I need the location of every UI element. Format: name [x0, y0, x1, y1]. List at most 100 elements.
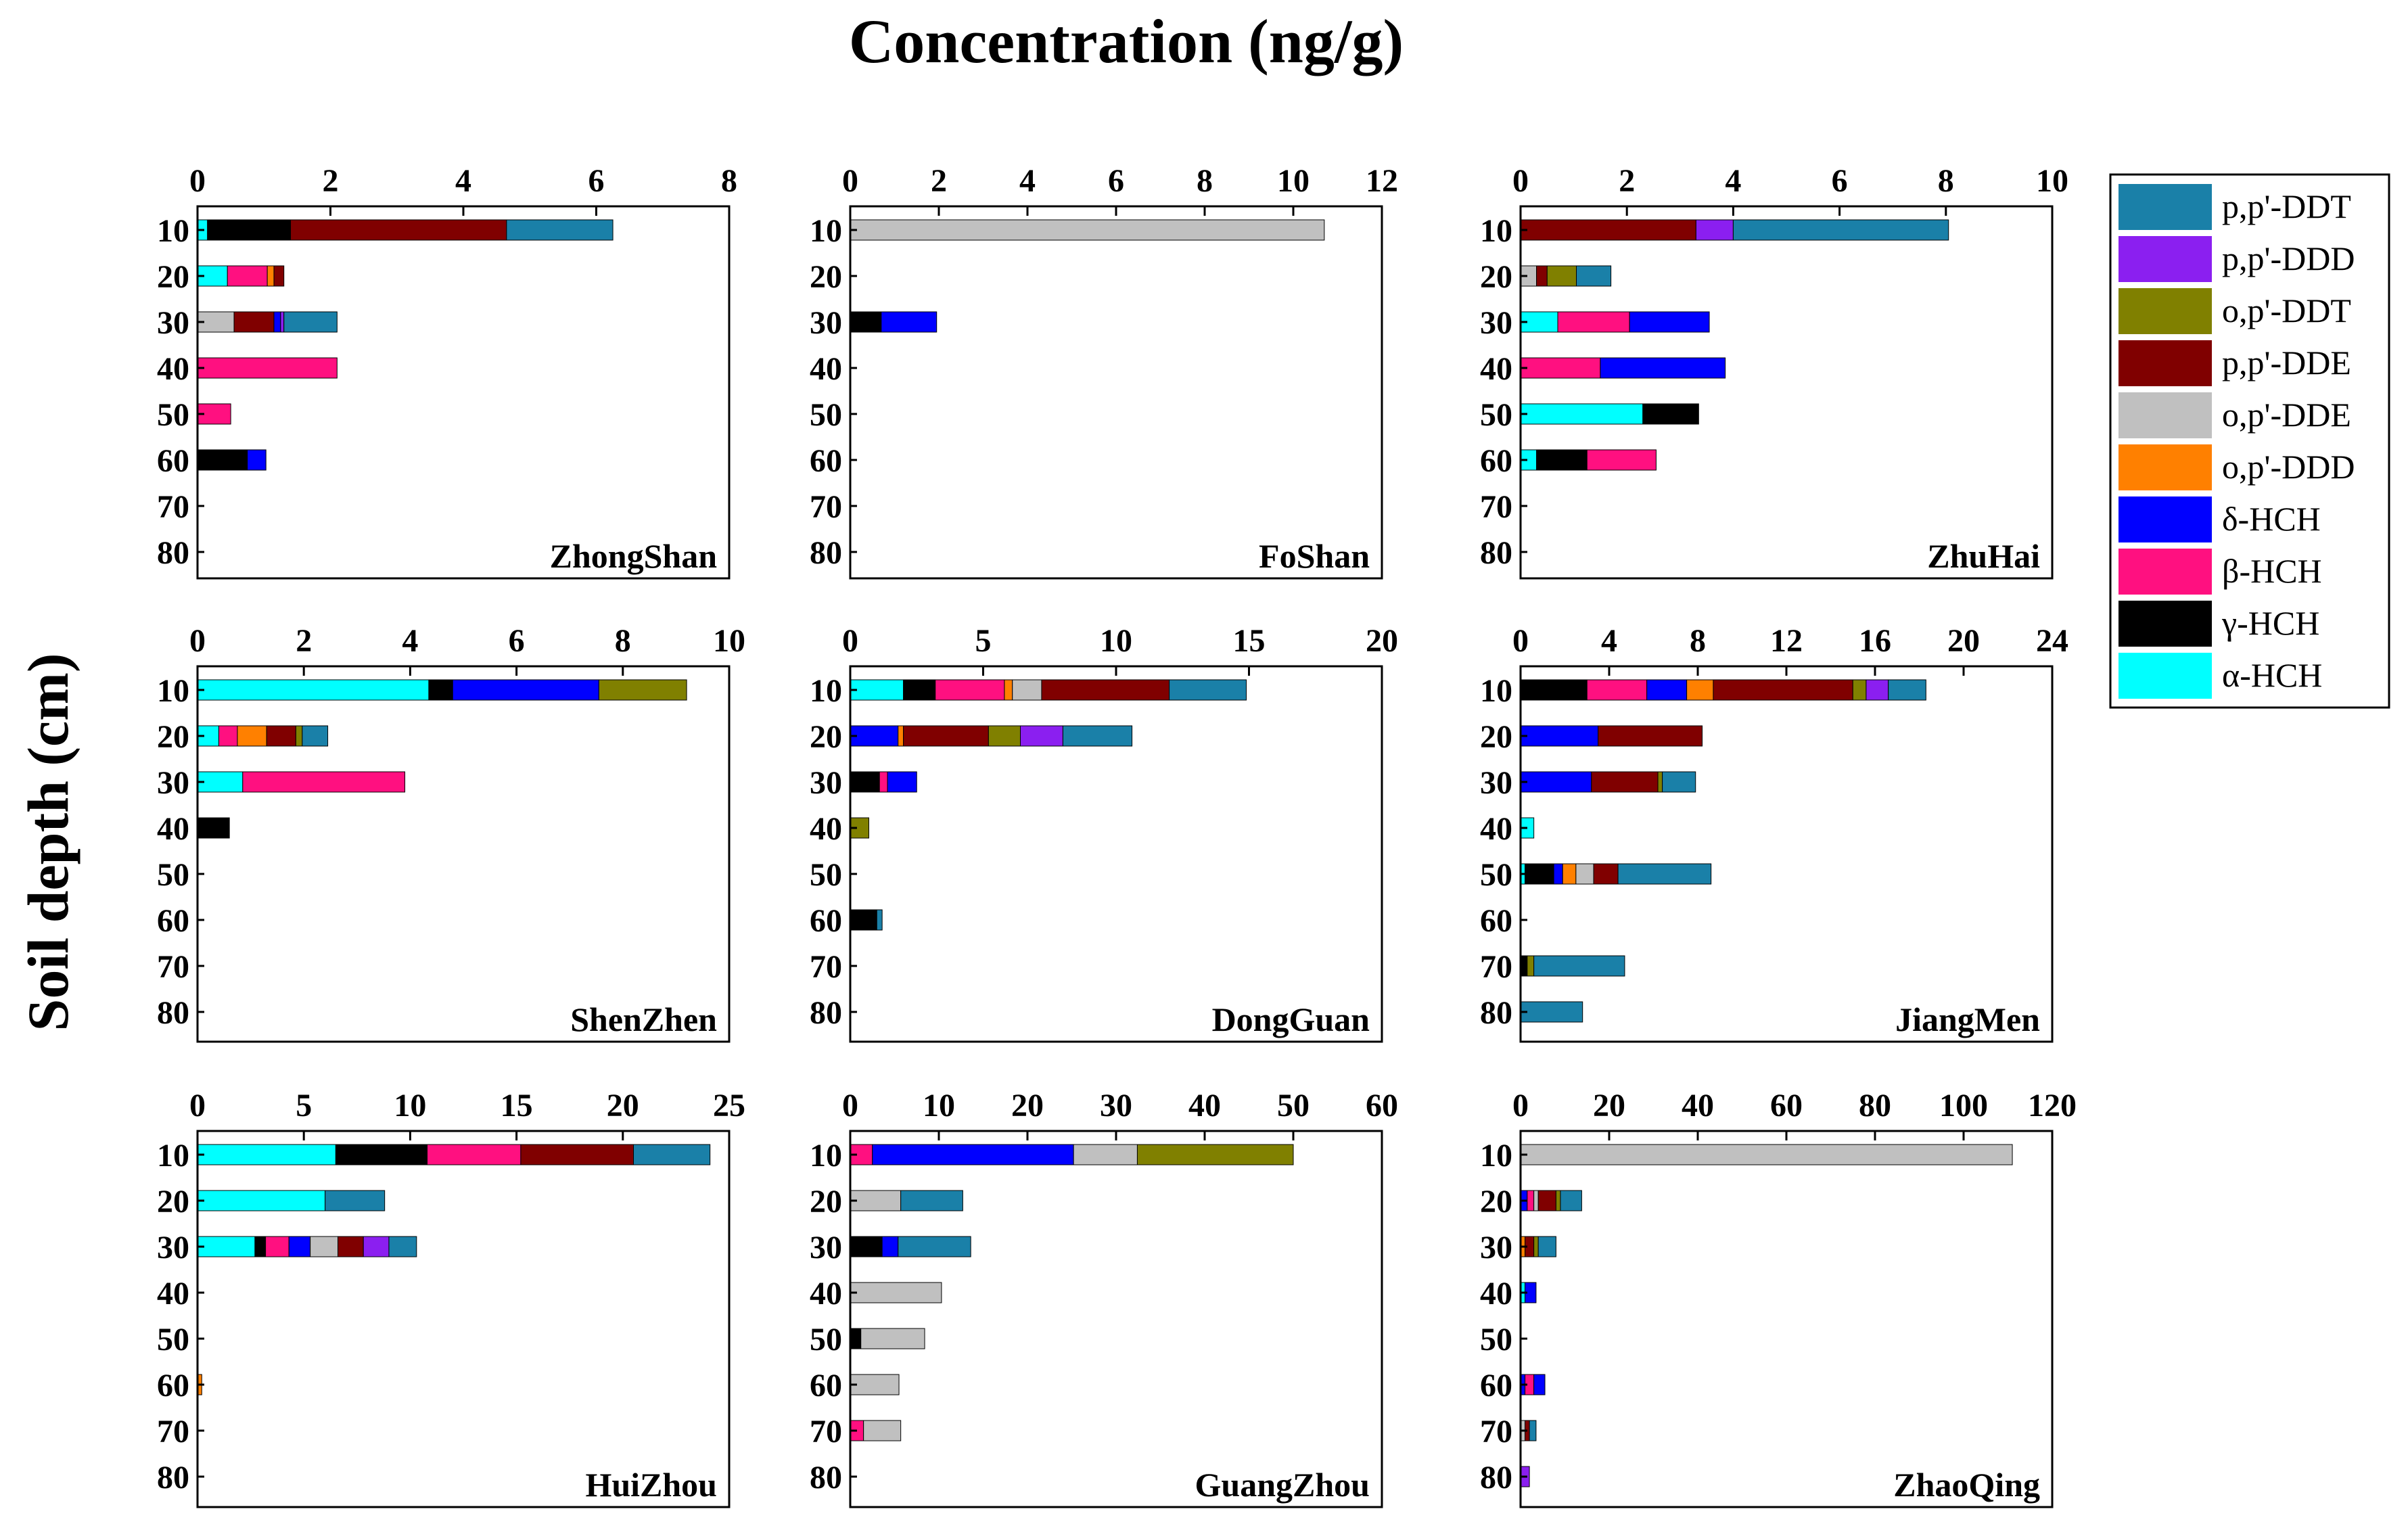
legend-item-hch: α-HCH	[2118, 653, 2322, 699]
y-tick-label-guangzhou-70: 70	[810, 1414, 842, 1450]
legend-swatch-p-p-ddd	[2118, 236, 2212, 282]
panel-shenzhen: 0 2 4 6 8 10 10 20 30 40 50 60 70 80 ShenZhen	[157, 623, 745, 1043]
y-tick-label-jiangmen-30: 30	[1480, 765, 1512, 801]
bar-segment-guangzhou-50-o-p-dde-1	[860, 1328, 925, 1349]
bar-segment-zhaoqing-10-o-p-dde-0	[1520, 1144, 2013, 1165]
bar-jiangmen-10	[1520, 679, 1926, 701]
bar-foshan-10	[850, 219, 1325, 241]
y-tick-label-foshan-30: 30	[810, 305, 842, 341]
legend-item-o-p-dde: o,p'-DDE	[2118, 392, 2351, 438]
bar-segment-dongguan-10-p-p-ddt-6	[1169, 679, 1247, 701]
bar-segment-jiangmen-50-p-p-dde-5	[1593, 863, 1619, 885]
bar-segment-shenzhen-10-o-p-ddt-3	[598, 679, 687, 701]
x-tick-label-jiangmen-0: 0	[1512, 623, 1529, 659]
bar-jiangmen-50	[1520, 863, 1712, 885]
bar-segment-foshan-30-hch-1	[881, 311, 937, 333]
x-tick-label-shenzhen-5: 10	[713, 623, 745, 659]
y-tick-label-shenzhen-30: 30	[157, 765, 189, 801]
legend-swatch-hch	[2118, 653, 2212, 699]
y-tick-label-jiangmen-80: 80	[1480, 995, 1512, 1031]
bar-segment-jiangmen-50-o-p-ddd-3	[1562, 863, 1577, 885]
x-tick-label-zhuhai-2: 4	[1725, 163, 1741, 199]
bar-segment-dongguan-20-p-p-ddt-5	[1062, 725, 1133, 747]
bar-segment-zhuhai-60-hch-2	[1586, 449, 1657, 471]
bar-segment-zhaoqing-60-hch-2	[1533, 1374, 1546, 1395]
legend-label-p-p-ddt: p,p'-DDT	[2222, 187, 2351, 225]
bar-zhongshan-10	[197, 219, 613, 241]
y-tick-label-shenzhen-70: 70	[157, 949, 189, 985]
x-tick-label-zhuhai-1: 2	[1619, 163, 1635, 199]
bar-guangzhou-10	[850, 1144, 1294, 1165]
bar-zhongshan-60	[197, 449, 267, 471]
x-tick-label-huizhou-4: 20	[607, 1088, 639, 1124]
y-tick-label-zhaoqing-80: 80	[1480, 1460, 1512, 1496]
x-tick-label-zhuhai-5: 10	[2036, 163, 2068, 199]
y-tick-label-jiangmen-50: 50	[1480, 857, 1512, 893]
bar-huizhou-10	[197, 1144, 711, 1165]
axes-frame-dongguan	[849, 665, 1383, 1043]
panel-dongguan: 0 5 10 15 20 10 20 30 40 50 60 70 80 DongGuan	[810, 623, 1398, 1043]
bar-zhuhai-20	[1520, 265, 1612, 287]
legend-item-p-p-dde: p,p'-DDE	[2118, 340, 2351, 386]
x-tick-label-zhuhai-4: 8	[1938, 163, 1954, 199]
bar-zhongshan-20	[197, 265, 285, 287]
bar-segment-jiangmen-80-p-p-ddt-0	[1520, 1001, 1583, 1023]
bar-segment-dongguan-30-hch-2	[887, 771, 917, 793]
bar-segment-zhaoqing-30-p-p-ddt-3	[1537, 1236, 1556, 1257]
x-tick-label-zhongshan-1: 2	[323, 163, 339, 199]
x-tick-label-zhongshan-4: 8	[721, 163, 737, 199]
bar-segment-dongguan-20-o-p-ddt-3	[988, 725, 1021, 747]
x-tick-label-zhongshan-2: 4	[455, 163, 471, 199]
bar-segment-huizhou-10-p-p-ddt-4	[633, 1144, 711, 1165]
y-tick-label-zhaoqing-60: 60	[1480, 1368, 1512, 1404]
bar-shenzhen-10	[197, 679, 687, 701]
panel-foshan: 0 2 4 6 8 10 12 10 20 30 40 50 60 70 80 FoShan	[810, 163, 1398, 580]
y-tick-label-dongguan-60: 60	[810, 903, 842, 939]
y-tick-label-dongguan-10: 10	[810, 673, 842, 709]
legend-swatch-hch	[2118, 549, 2212, 595]
legend-label-hch: β-HCH	[2222, 552, 2322, 590]
x-tick-label-shenzhen-2: 4	[402, 623, 418, 659]
bar-jiangmen-30	[1520, 771, 1696, 793]
y-tick-label-zhuhai-40: 40	[1480, 351, 1512, 387]
bar-segment-zhongshan-10-hch-1	[207, 219, 292, 241]
x-tick-label-zhaoqing-2: 40	[1682, 1088, 1714, 1124]
bar-segment-huizhou-30-o-p-dde-4	[310, 1236, 339, 1257]
legend-item-o-p-ddd: o,p'-DDD	[2118, 444, 2355, 490]
y-tick-label-guangzhou-10: 10	[810, 1138, 842, 1174]
bar-segment-zhongshan-30-p-p-ddt-4	[283, 311, 338, 333]
bar-zhuhai-10	[1520, 219, 1949, 241]
panel-title-foshan: FoShan	[1259, 537, 1370, 575]
legend-item-hch: δ-HCH	[2118, 496, 2321, 542]
bar-zhongshan-30	[197, 311, 338, 333]
y-tick-label-guangzhou-60: 60	[810, 1368, 842, 1404]
x-tick-label-zhaoqing-0: 0	[1512, 1088, 1529, 1124]
bar-segment-jiangmen-70-p-p-ddt-2	[1533, 955, 1625, 977]
bar-segment-zhaoqing-20-hch-1	[1527, 1190, 1535, 1211]
x-tick-label-huizhou-1: 5	[296, 1088, 312, 1124]
y-tick-label-jiangmen-20: 20	[1480, 719, 1512, 755]
y-tick-label-jiangmen-40: 40	[1480, 811, 1512, 847]
bar-segment-zhuhai-50-hch-0	[1520, 403, 1644, 425]
bar-segment-zhongshan-10-p-p-dde-2	[290, 219, 507, 241]
bar-segment-zhaoqing-20-o-p-ddt-4	[1555, 1190, 1561, 1211]
x-tick-label-foshan-6: 12	[1366, 163, 1398, 199]
bar-segment-zhuhai-10-p-p-ddd-1	[1695, 219, 1734, 241]
y-tick-label-zhuhai-10: 10	[1480, 213, 1512, 249]
x-tick-label-huizhou-2: 10	[394, 1088, 426, 1124]
bar-segment-zhaoqing-20-p-p-ddt-5	[1560, 1190, 1582, 1211]
bar-segment-zhuhai-30-hch-2	[1629, 311, 1710, 333]
y-tick-label-zhuhai-70: 70	[1480, 489, 1512, 525]
y-tick-label-huizhou-20: 20	[157, 1184, 189, 1220]
legend-label-hch: γ-HCH	[2221, 604, 2319, 642]
axes-frame-shenzhen	[196, 665, 731, 1043]
bar-segment-zhongshan-20-o-p-ddd-2	[267, 265, 275, 287]
x-tick-label-zhongshan-3: 6	[588, 163, 605, 199]
x-tick-label-foshan-1: 2	[931, 163, 947, 199]
x-tick-label-shenzhen-3: 6	[509, 623, 525, 659]
x-tick-label-jiangmen-5: 20	[1947, 623, 1980, 659]
x-tick-label-huizhou-5: 25	[713, 1088, 745, 1124]
x-tick-label-shenzhen-0: 0	[189, 623, 206, 659]
y-tick-label-foshan-60: 60	[810, 443, 842, 479]
bar-segment-guangzhou-10-o-p-ddt-3	[1136, 1144, 1294, 1165]
